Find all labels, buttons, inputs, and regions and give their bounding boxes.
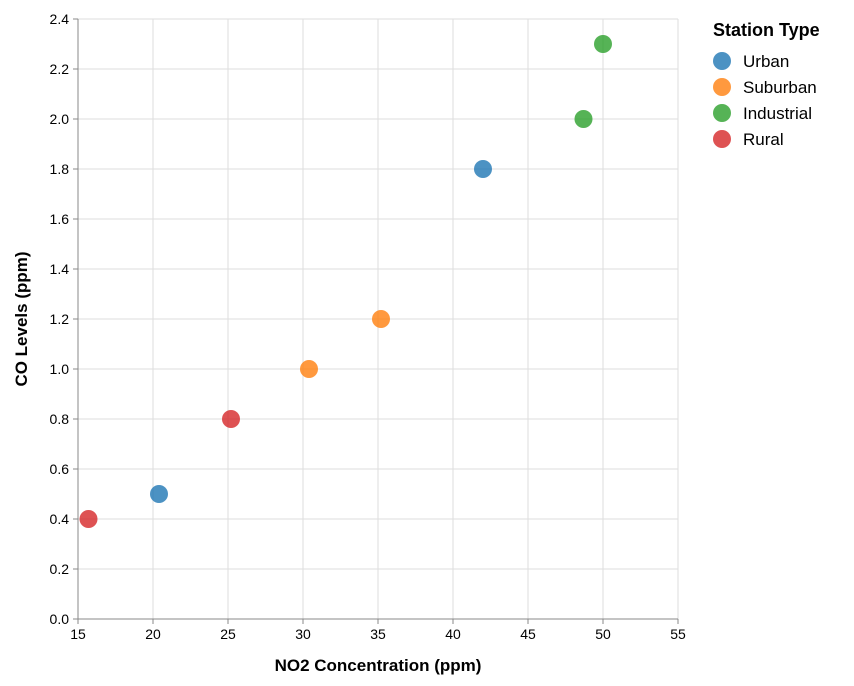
- data-point-suburban: [372, 310, 390, 328]
- data-point-rural: [79, 510, 98, 528]
- x-tick-label: 30: [295, 626, 311, 642]
- x-tick-label: 50: [595, 626, 611, 642]
- data-point-urban: [150, 485, 168, 503]
- x-tick-label: 55: [670, 626, 686, 642]
- legend-label-suburban: Suburban: [743, 78, 817, 97]
- y-tick-label: 1.2: [50, 311, 70, 327]
- y-tick-label: 0.4: [50, 511, 70, 527]
- y-tick-label: 2.0: [50, 111, 70, 127]
- y-tick-label: 0.8: [50, 411, 70, 427]
- y-tick-label: 1.0: [50, 361, 70, 377]
- x-tick-label: 45: [520, 626, 536, 642]
- y-tick-label: 2.4: [50, 11, 70, 27]
- data-point-industrial: [574, 110, 593, 128]
- legend-swatch-urban: [713, 52, 731, 70]
- data-points: [79, 35, 612, 528]
- data-point-rural: [222, 410, 240, 428]
- legend-swatch-industrial: [713, 104, 731, 122]
- legend-title: Station Type: [713, 20, 820, 40]
- y-tick-label: 2.2: [50, 61, 70, 77]
- y-tick-label: 1.6: [50, 211, 70, 227]
- legend-swatch-suburban: [713, 78, 731, 96]
- x-axis-title: NO2 Concentration (ppm): [275, 656, 482, 675]
- axes: 15 20 25 30 35 40 45 50 55 0.0 0.2 0.4 0.6 0.8 1.0 1.2 1…: [50, 11, 686, 642]
- y-tick-label: 1.4: [50, 261, 70, 277]
- legend-swatch-rural: [713, 130, 731, 148]
- y-tick-label: 1.8: [50, 161, 70, 177]
- y-tick-label: 0.2: [50, 561, 70, 577]
- data-point-suburban: [300, 360, 318, 378]
- data-point-urban: [474, 160, 492, 178]
- grid-lines: [77, 18, 679, 620]
- x-tick-label: 20: [145, 626, 161, 642]
- legend-label-rural: Rural: [743, 130, 784, 149]
- y-tick-label: 0.6: [50, 461, 70, 477]
- y-tick-label: 0.0: [50, 611, 70, 627]
- y-axis-title: CO Levels (ppm): [12, 251, 31, 386]
- x-tick-label: 15: [70, 626, 86, 642]
- data-point-industrial: [594, 35, 612, 53]
- x-tick-label: 40: [445, 626, 461, 642]
- legend-label-industrial: Industrial: [743, 104, 812, 123]
- legend: Station Type Urban Suburban Industrial Rura…: [713, 20, 820, 149]
- legend-label-urban: Urban: [743, 52, 789, 71]
- x-tick-label: 25: [220, 626, 236, 642]
- x-tick-label: 35: [370, 626, 386, 642]
